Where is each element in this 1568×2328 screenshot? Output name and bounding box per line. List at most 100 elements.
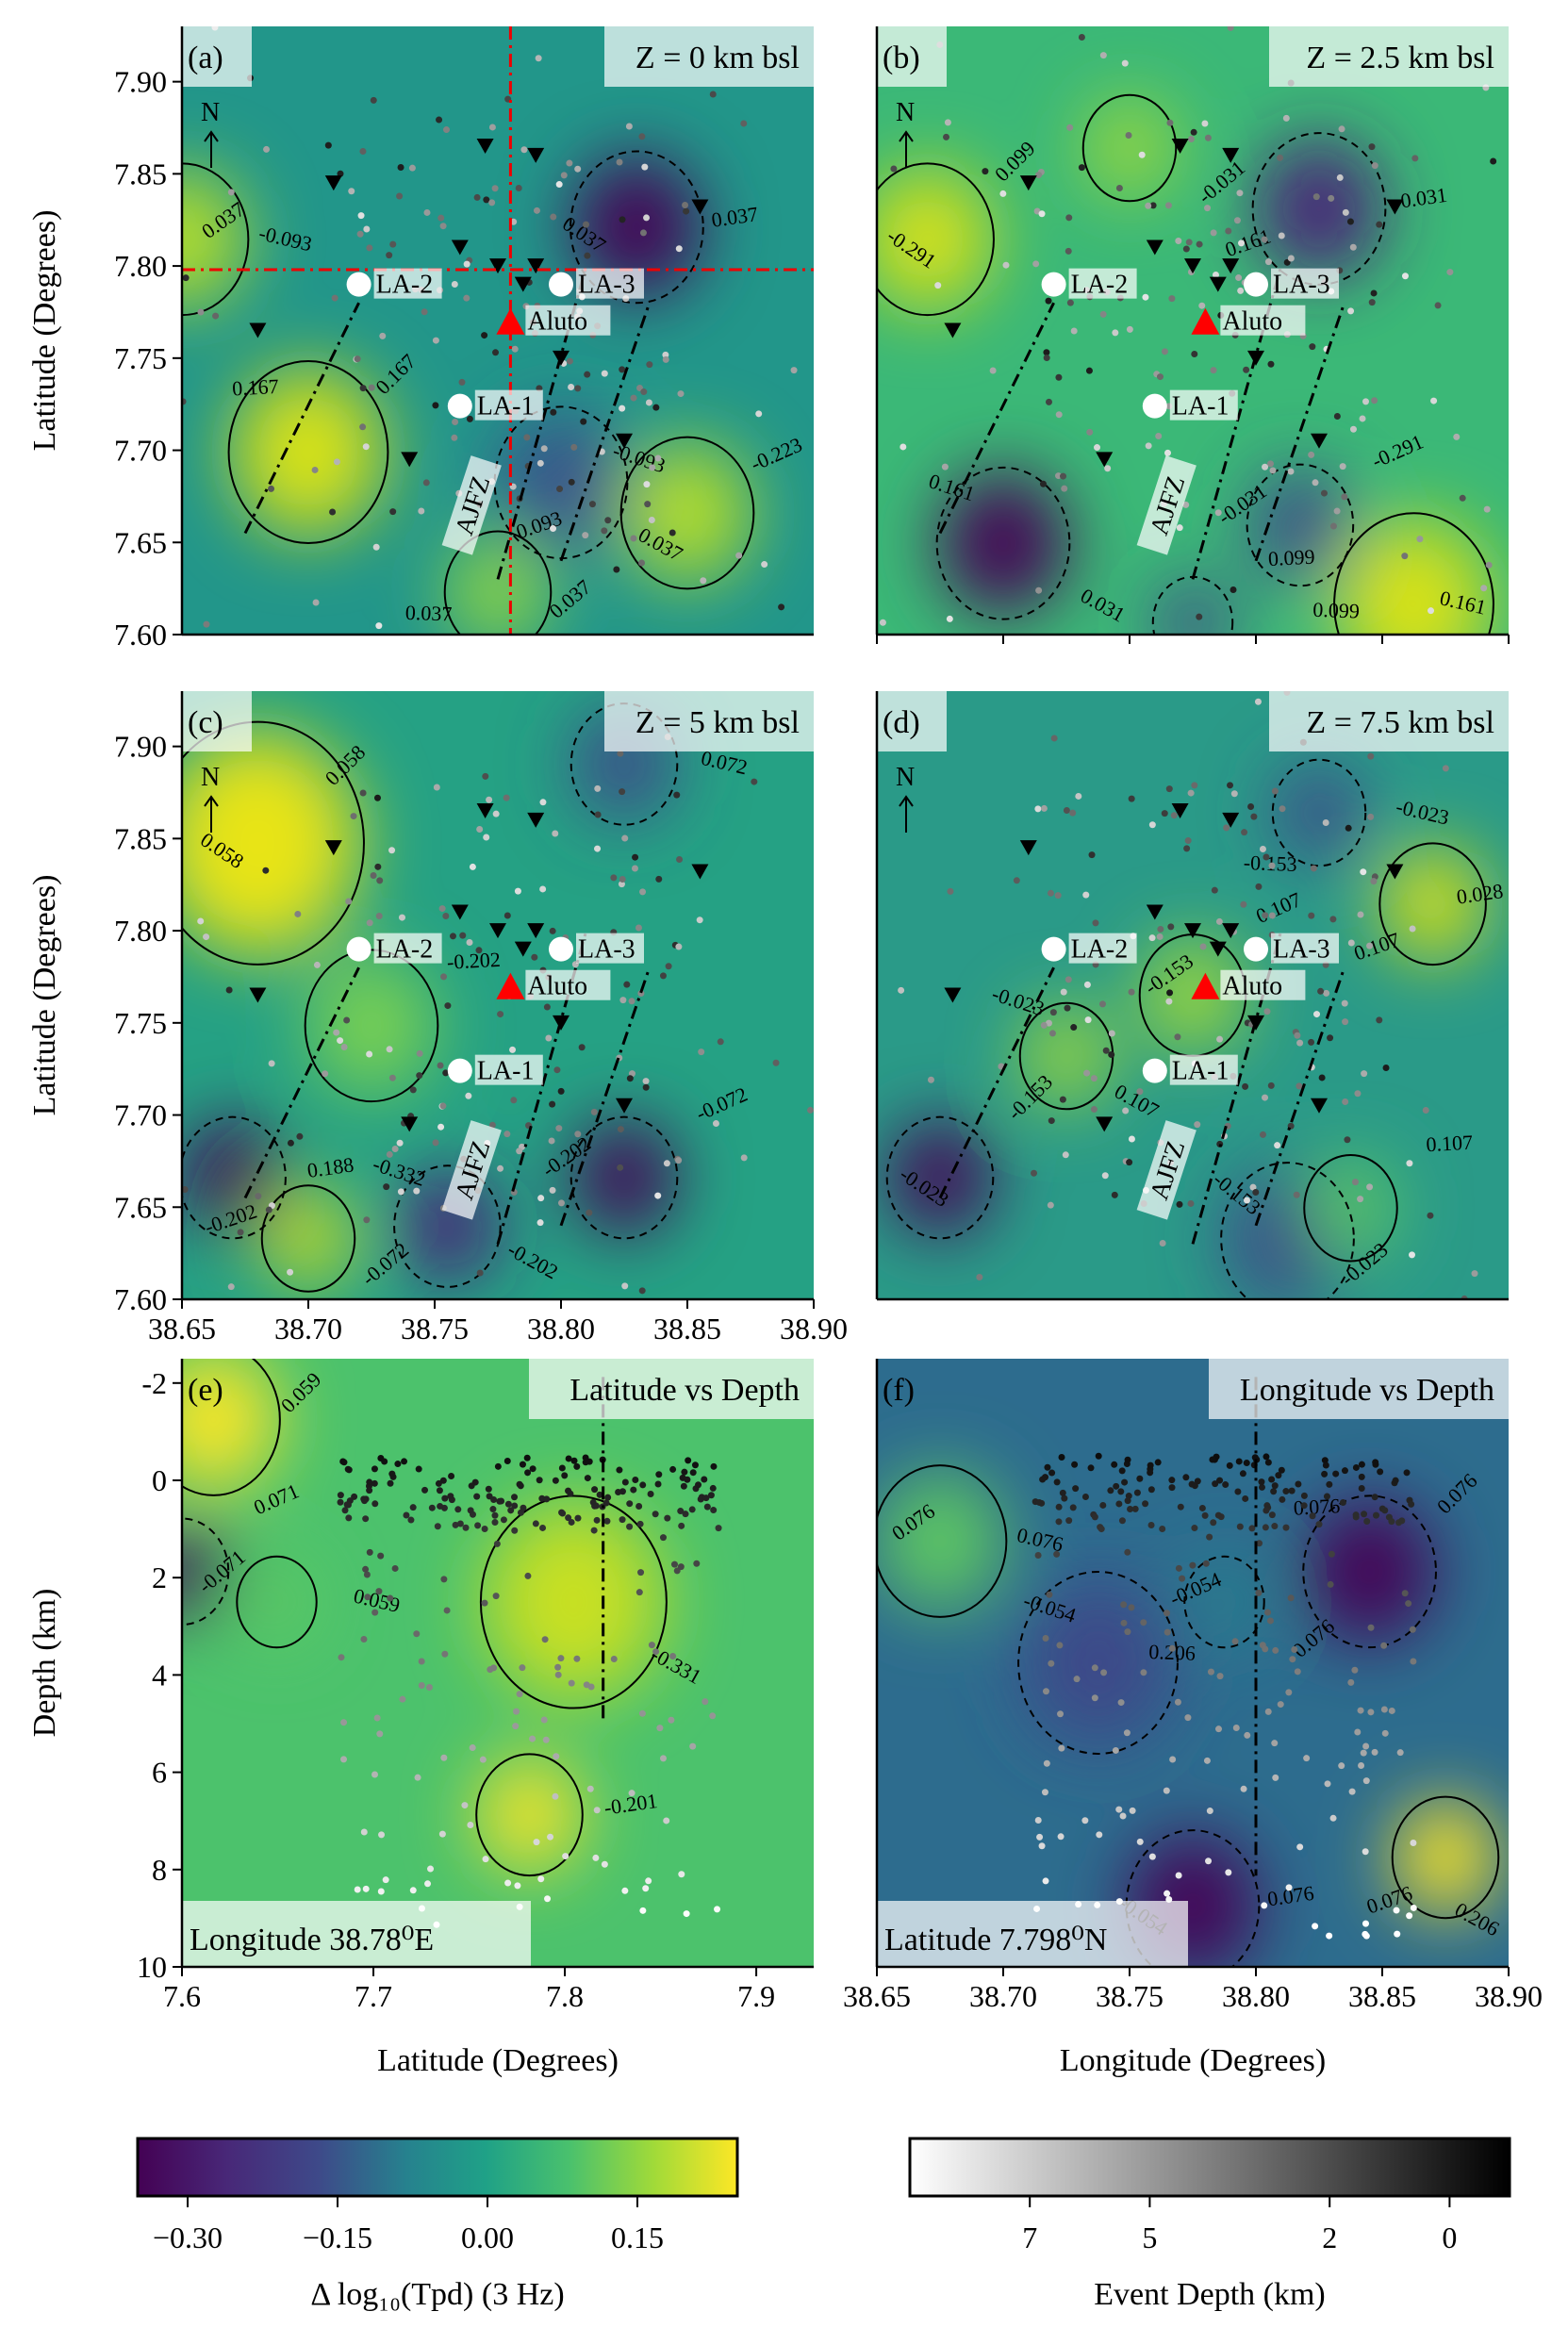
station-marker: [1142, 1058, 1167, 1083]
event-point: [1206, 1533, 1213, 1541]
event-point: [1249, 1183, 1257, 1191]
event-point: [437, 214, 445, 222]
event-point: [493, 1540, 501, 1547]
event-point: [1118, 1517, 1126, 1525]
volcano-label: Aluto: [527, 972, 587, 1001]
event-point: [643, 214, 651, 222]
event-point: [1112, 1746, 1119, 1754]
event-point: [1191, 351, 1198, 358]
seismic-station-icon: [324, 175, 342, 191]
event-point: [707, 1492, 715, 1499]
event-point: [398, 914, 405, 921]
event-point: [1396, 1749, 1404, 1757]
seismic-station-icon: [1311, 433, 1328, 449]
event-point: [1363, 1518, 1371, 1526]
station-label-box: [373, 268, 442, 299]
north-arrow-icon: [899, 130, 914, 168]
event-point: [549, 927, 556, 934]
event-point: [375, 913, 383, 920]
event-point: [533, 206, 540, 214]
event-point: [504, 1500, 512, 1508]
seismic-station-icon: [553, 350, 569, 366]
event-point: [1267, 1081, 1275, 1089]
event-point: [941, 463, 949, 471]
plot-area: 0.099-0.0310.031-0.2910.161-0.0310.099-0…: [877, 26, 1509, 635]
event-point: [331, 294, 338, 302]
event-point: [497, 1164, 504, 1172]
seismic-station-icon: [616, 433, 633, 449]
event-point: [497, 1011, 504, 1018]
event-point: [1370, 289, 1378, 297]
event-point: [456, 1520, 464, 1527]
event-point: [363, 1216, 371, 1224]
event-point: [678, 1522, 685, 1529]
event-point: [549, 1100, 556, 1108]
event-point: [639, 1907, 647, 1914]
event-point: [520, 1504, 527, 1511]
panel-b: 0.099-0.0310.031-0.2910.161-0.0310.099-0…: [875, 26, 1510, 644]
colorbar-tick-label: 0: [1442, 2221, 1457, 2254]
colorbar-viridis: −0.30 −0.15 0.00 0.15 Δ log₁₀(Tpd) (3 Hz): [136, 2137, 739, 2312]
event-point: [409, 1887, 417, 1894]
event-point: [490, 1495, 498, 1503]
event-point: [324, 141, 332, 149]
event-point: [203, 620, 210, 628]
event-point: [436, 1487, 443, 1494]
event-point: [1115, 1806, 1123, 1813]
event-point: [387, 1479, 394, 1487]
fault-line: [559, 302, 652, 562]
event-point: [568, 1679, 575, 1687]
event-point: [654, 1480, 662, 1488]
event-point: [989, 367, 997, 374]
event-point: [1268, 912, 1276, 919]
event-point: [1366, 942, 1374, 949]
event-point: [772, 1059, 780, 1066]
event-point: [1278, 1466, 1285, 1474]
event-point: [1212, 1480, 1219, 1488]
event-point: [1300, 1502, 1308, 1510]
event-point: [1272, 1774, 1279, 1781]
event-point: [1199, 943, 1207, 950]
event-point: [1361, 1511, 1368, 1518]
event-point: [1244, 1731, 1251, 1739]
event-point: [1287, 255, 1295, 262]
event-point: [377, 1888, 385, 1895]
event-point: [440, 1754, 448, 1761]
event-point: [1206, 1808, 1213, 1815]
event-point: [1147, 1522, 1155, 1529]
event-point: [515, 184, 522, 191]
x-tick-label: 38.80: [1222, 1979, 1290, 2013]
event-point: [662, 351, 669, 358]
north-arrow-icon: [204, 130, 219, 168]
event-point: [360, 1635, 368, 1643]
heatmap-cell: [239, 1560, 315, 1644]
seismic-station-icon: [1222, 147, 1240, 163]
event-point: [1038, 1842, 1046, 1850]
seismic-station-icon: [514, 941, 532, 957]
event-point: [539, 1524, 547, 1531]
event-point: [362, 443, 370, 451]
event-point: [1294, 1668, 1301, 1676]
event-point: [503, 1131, 511, 1138]
x-tick-label: 38.85: [653, 1312, 721, 1346]
event-point: [1090, 1075, 1098, 1082]
event-point: [1042, 1877, 1049, 1885]
event-point: [1352, 1463, 1360, 1471]
station-label-box: [1068, 268, 1137, 299]
event-point: [735, 552, 743, 559]
event-point: [619, 366, 626, 373]
event-point: [778, 603, 785, 611]
event-point: [511, 345, 519, 353]
event-point: [644, 501, 652, 508]
event-point: [1471, 1270, 1478, 1278]
event-point: [619, 788, 626, 796]
seismic-station-icon: [1019, 840, 1037, 856]
event-point: [1058, 1453, 1065, 1461]
event-point: [373, 1714, 381, 1722]
event-point: [1274, 1142, 1281, 1149]
event-point: [1411, 155, 1419, 162]
seismic-station-icon: [691, 199, 709, 215]
x-tick-label: 7.6: [163, 1979, 201, 2013]
event-point: [1309, 1512, 1316, 1520]
event-point: [1376, 221, 1383, 228]
